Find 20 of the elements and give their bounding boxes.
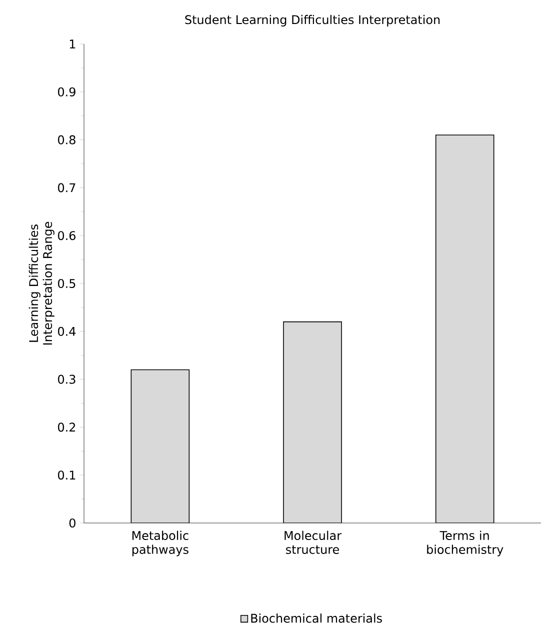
y-tick-label: 0.4 bbox=[58, 326, 76, 336]
y-tick-label: 0.6 bbox=[58, 231, 76, 240]
y-tick-label: 1 bbox=[70, 40, 76, 48]
bar bbox=[435, 134, 494, 523]
y-tick-label: 0.3 bbox=[58, 374, 76, 384]
x-tick-label: Molecular structure bbox=[284, 530, 342, 554]
y-tick-label: 0.2 bbox=[58, 422, 76, 432]
y-tick-label: 0 bbox=[69, 518, 76, 528]
x-tick-label: Terms in biochemistry bbox=[427, 530, 504, 556]
chart-title: Student Learning Difficulties Interpretation bbox=[185, 14, 440, 26]
y-tick-label: 0.8 bbox=[58, 135, 76, 144]
y-tick-label: 0.5 bbox=[58, 278, 76, 288]
x-tick-label: Metabolic pathways bbox=[132, 530, 188, 556]
y-tick-label: 0.1 bbox=[58, 470, 76, 480]
y-tick-label: 0.9 bbox=[58, 87, 76, 96]
y-tick-label: 0.7 bbox=[58, 183, 76, 192]
legend-label: Biochemical materials bbox=[251, 614, 382, 623]
bar bbox=[130, 369, 190, 523]
bar bbox=[283, 321, 342, 523]
y-axis-title: Learning Difficulties Interpretation Range bbox=[28, 222, 54, 345]
